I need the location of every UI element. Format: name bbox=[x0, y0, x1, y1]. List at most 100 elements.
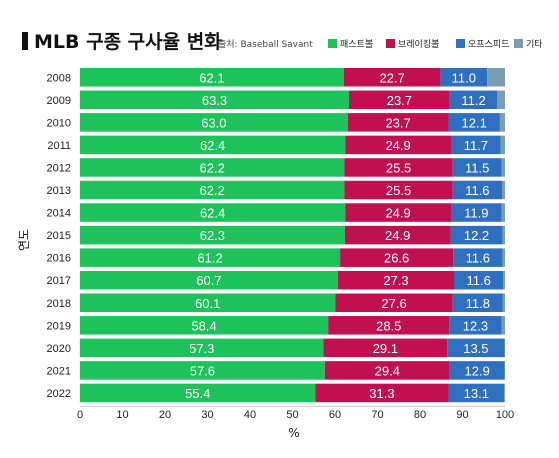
data-label: 24.9 bbox=[385, 228, 410, 243]
x-tick-label: 30 bbox=[201, 409, 213, 421]
bar-segment bbox=[448, 383, 505, 403]
data-label: 12.1 bbox=[462, 115, 487, 130]
data-label: 28.5 bbox=[376, 318, 401, 333]
data-label: 11.5 bbox=[465, 160, 489, 175]
bar-segment bbox=[80, 316, 329, 335]
bar-segment bbox=[452, 158, 502, 177]
bar-row: 2017 60.7 27.3 11.6 bbox=[47, 270, 505, 290]
bar-segment bbox=[503, 270, 505, 290]
x-axis-label: % bbox=[288, 426, 299, 440]
x-tick-label: 40 bbox=[244, 409, 256, 421]
y-tick-label: 2021 bbox=[47, 365, 71, 377]
data-label: 11.6 bbox=[465, 183, 489, 198]
data-label: 62.4 bbox=[200, 206, 225, 221]
y-tick-label: 2009 bbox=[47, 95, 71, 107]
x-tick-label: 0 bbox=[77, 409, 83, 421]
bar-segment bbox=[451, 203, 502, 222]
bar-segment bbox=[453, 248, 503, 267]
bar-segment bbox=[347, 113, 449, 132]
plot-area: 2008 62.1 22.7 11.0 2009 63.3 23.7 11.2 2010 63.0… bbox=[47, 68, 505, 403]
y-tick-label: 2018 bbox=[47, 298, 71, 310]
data-label: 11.6 bbox=[466, 251, 490, 266]
data-label: 11.2 bbox=[461, 93, 485, 108]
bar-segment bbox=[449, 90, 498, 110]
bar-segment bbox=[497, 90, 505, 110]
data-label: 11.8 bbox=[466, 296, 490, 311]
bar-row: 2013 62.2 25.5 11.6 bbox=[47, 180, 505, 200]
y-tick-label: 2014 bbox=[47, 208, 71, 220]
bar-segment bbox=[335, 293, 453, 312]
bar-segment bbox=[328, 316, 450, 335]
bar-row: 2015 62.3 24.9 12.2 bbox=[47, 225, 505, 245]
bar-segment bbox=[80, 361, 325, 380]
bar-segment bbox=[502, 293, 505, 312]
header: MLB 구종 구사율 변화 출처: Baseball Savant 패스트볼 브레… bbox=[22, 31, 543, 53]
bar-segment bbox=[440, 68, 488, 87]
legend-label: 오프스피드 bbox=[468, 39, 509, 50]
data-label: 29.1 bbox=[373, 341, 398, 356]
title-marker bbox=[22, 32, 28, 50]
y-tick-label: 2017 bbox=[47, 275, 71, 287]
bar-segment bbox=[449, 361, 505, 380]
bar-row: 2019 58.4 28.5 12.3 bbox=[47, 316, 505, 335]
data-label: 12.2 bbox=[464, 228, 489, 243]
legend-swatch bbox=[386, 39, 395, 48]
y-tick-label: 2008 bbox=[47, 72, 71, 84]
data-label: 12.3 bbox=[463, 318, 488, 333]
bar-segment bbox=[501, 203, 505, 222]
bar-row: 2018 60.1 27.6 11.8 bbox=[47, 293, 505, 312]
bar-segment bbox=[344, 225, 451, 245]
bar-row: 2009 63.3 23.7 11.2 bbox=[47, 90, 505, 110]
bar-segment bbox=[343, 68, 441, 87]
x-tick-label: 20 bbox=[159, 409, 171, 421]
data-label: 24.9 bbox=[385, 138, 410, 153]
data-label: 57.3 bbox=[189, 341, 214, 356]
legend: 패스트볼 브레이킹볼 오프스피드 기타 bbox=[328, 38, 543, 50]
data-label: 58.4 bbox=[191, 318, 216, 333]
bar-row: 2021 57.6 29.4 12.9 bbox=[47, 361, 505, 380]
bar-segment bbox=[501, 158, 505, 177]
data-label: 23.7 bbox=[387, 93, 412, 108]
bar-row: 2011 62.4 24.9 11.7 bbox=[47, 135, 505, 155]
bar-segment bbox=[80, 113, 348, 132]
bar-segment bbox=[80, 90, 350, 110]
bar-segment bbox=[337, 270, 454, 290]
y-tick-label: 2019 bbox=[47, 320, 71, 332]
data-label: 13.1 bbox=[464, 386, 489, 401]
chart-title: MLB 구종 구사율 변화 bbox=[34, 31, 222, 53]
bar-segment bbox=[501, 316, 505, 335]
data-label: 27.3 bbox=[383, 273, 408, 288]
bar-segment bbox=[345, 135, 452, 155]
bar-segment bbox=[80, 248, 341, 267]
bar-segment bbox=[502, 225, 505, 245]
legend-label: 기타 bbox=[526, 39, 543, 50]
data-label: 25.5 bbox=[386, 160, 411, 175]
chart-source: 출처: Baseball Savant bbox=[218, 38, 313, 50]
bar-segment bbox=[344, 158, 453, 177]
bar-segment bbox=[80, 293, 336, 312]
bar-segment bbox=[340, 248, 454, 267]
bar-segment bbox=[80, 225, 345, 245]
bar-segment bbox=[502, 180, 505, 200]
legend-swatch bbox=[456, 39, 465, 48]
y-tick-label: 2020 bbox=[47, 343, 71, 355]
x-tick-label: 90 bbox=[456, 409, 468, 421]
bar-segment bbox=[80, 180, 345, 200]
bar-segment bbox=[344, 180, 453, 200]
bar-row: 2012 62.2 25.5 11.5 bbox=[47, 158, 505, 177]
bar-segment bbox=[80, 383, 316, 403]
bar-segment bbox=[80, 203, 346, 222]
bar-segment bbox=[451, 135, 501, 155]
y-tick-label: 2015 bbox=[47, 230, 71, 242]
bar-segment bbox=[323, 338, 448, 358]
bar-segment bbox=[500, 135, 505, 155]
data-label: 27.6 bbox=[381, 296, 406, 311]
x-tick-label: 60 bbox=[329, 409, 341, 421]
x-axis: 0 10 20 30 40 50 60 70 80 90 100 bbox=[77, 405, 514, 421]
y-tick-label: 2011 bbox=[47, 140, 71, 152]
bar-row: 2016 61.2 26.6 11.6 bbox=[47, 248, 505, 267]
bar-segment bbox=[345, 203, 452, 222]
legend-swatch bbox=[514, 39, 523, 48]
y-tick-label: 2012 bbox=[47, 162, 71, 174]
y-tick-label: 2010 bbox=[47, 117, 71, 129]
